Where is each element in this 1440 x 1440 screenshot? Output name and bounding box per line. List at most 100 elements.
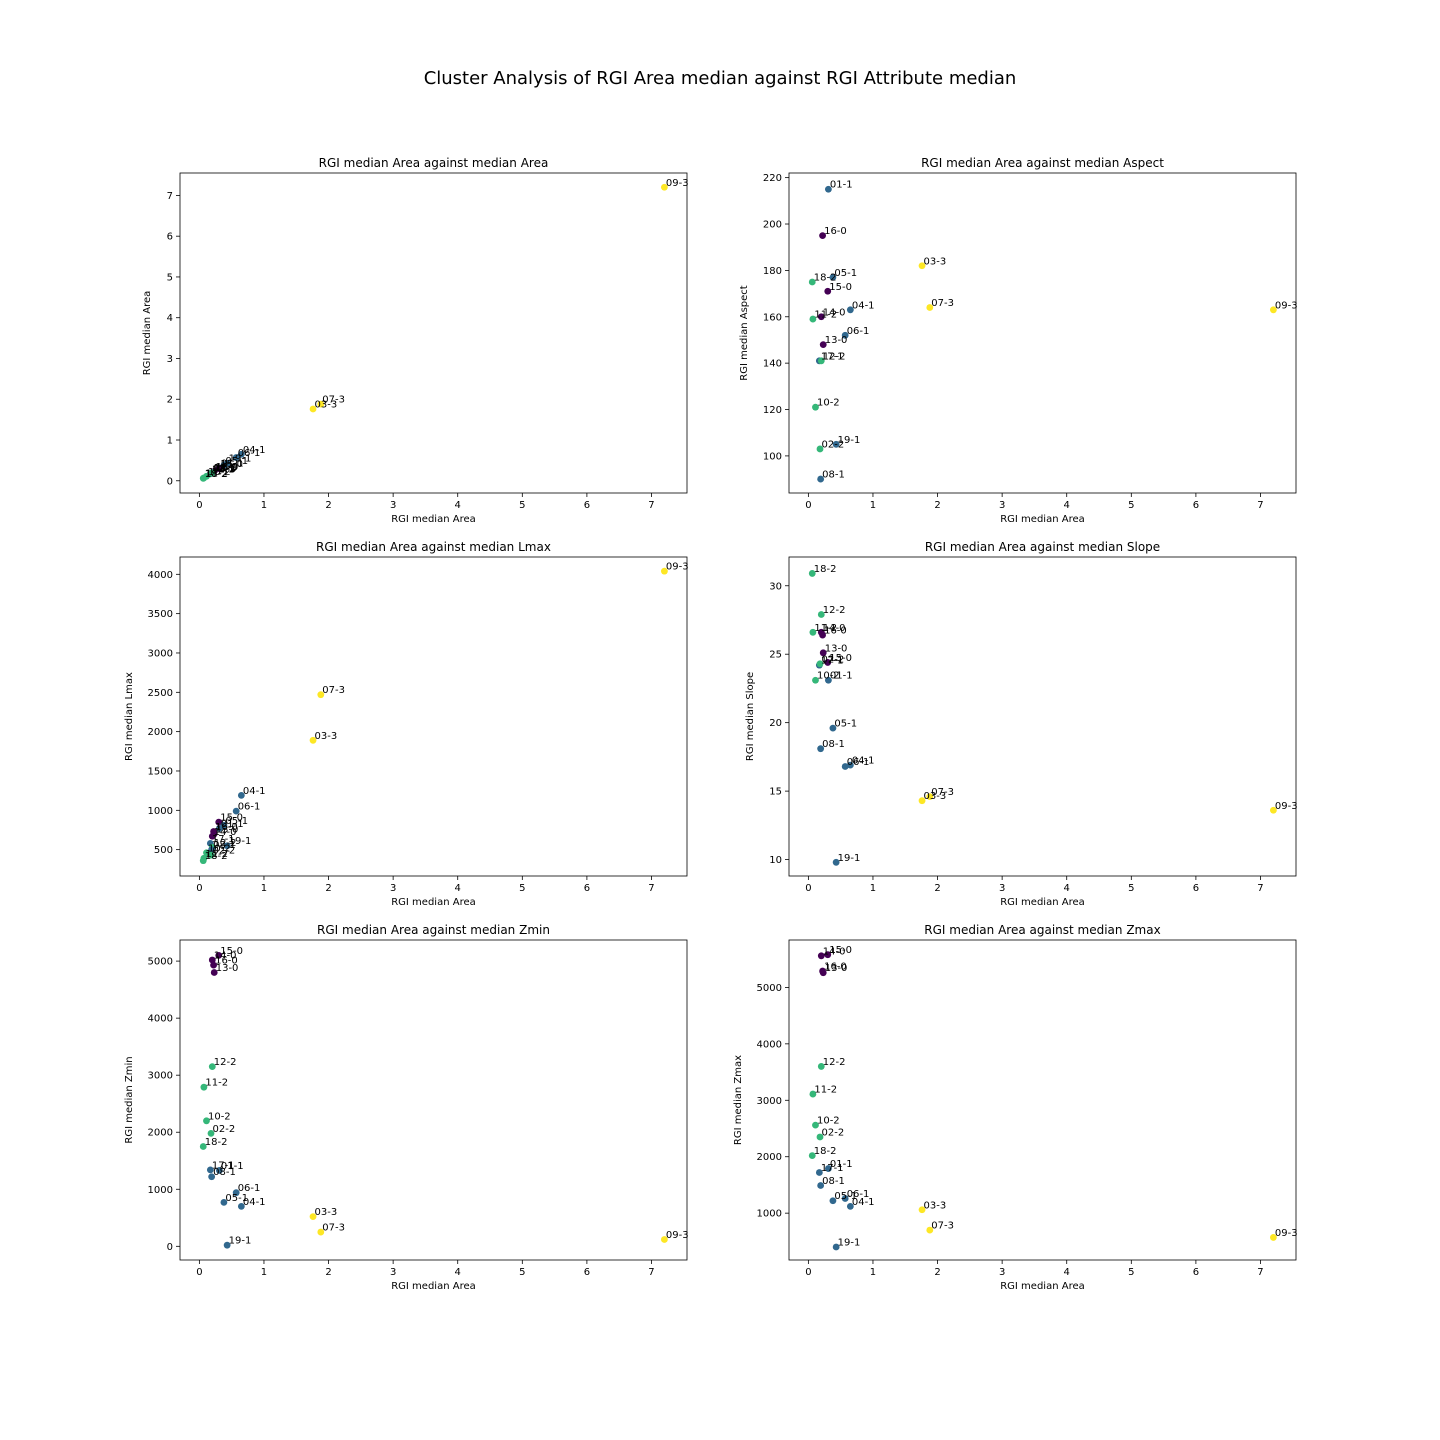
point-label: 10-2 xyxy=(208,1111,231,1122)
data-point xyxy=(926,304,934,311)
point-label: 05-1 xyxy=(225,1193,248,1204)
data-point xyxy=(817,1182,825,1189)
data-point xyxy=(237,1202,245,1210)
point-label: 05-1 xyxy=(834,719,857,730)
plot-frame xyxy=(788,556,1297,877)
data-point xyxy=(206,1166,214,1174)
data-point xyxy=(309,405,317,413)
data-point xyxy=(232,454,240,461)
y-tick-label: 1000 xyxy=(757,1209,782,1220)
point-label: 15-0 xyxy=(220,813,243,824)
x-tick-label: 2 xyxy=(325,1267,331,1278)
data-point xyxy=(824,185,832,193)
data-point xyxy=(817,611,825,618)
point-label: 16-0 xyxy=(215,956,238,967)
panel-title: RGI median Area against median Lmax xyxy=(316,540,551,554)
point-label: 08-1 xyxy=(213,1167,236,1178)
y-axis-label: RGI median Aspect xyxy=(739,285,750,381)
data-point xyxy=(215,818,223,826)
y-tick-label: 2000 xyxy=(148,727,173,738)
x-tick-label: 4 xyxy=(1064,1267,1070,1278)
point-label: 09-3 xyxy=(1275,1228,1298,1239)
point-label: 05-1 xyxy=(834,268,857,279)
point-label: 03-3 xyxy=(924,791,947,802)
point-label: 14-0 xyxy=(823,307,846,318)
data-point xyxy=(918,797,926,805)
data-point xyxy=(660,183,668,191)
x-tick-label: 3 xyxy=(390,500,396,511)
x-tick-label: 7 xyxy=(648,500,654,511)
y-tick-label: 2500 xyxy=(148,688,173,699)
plot-frame xyxy=(179,939,688,1261)
data-point xyxy=(1269,806,1277,814)
data-point xyxy=(819,232,826,240)
data-point xyxy=(817,357,825,365)
data-point xyxy=(812,676,819,684)
x-tick-label: 6 xyxy=(1193,1267,1199,1278)
y-tick-label: 3000 xyxy=(148,648,173,659)
point-label: 08-1 xyxy=(213,464,236,475)
data-point xyxy=(846,306,854,314)
y-tick-label: 15 xyxy=(769,787,782,798)
y-axis-label: RGI median Lmax xyxy=(124,672,135,761)
x-tick-label: 4 xyxy=(455,500,461,511)
point-label: 16-0 xyxy=(824,626,847,637)
x-tick-label: 4 xyxy=(455,883,461,894)
point-label: 09-3 xyxy=(1275,801,1298,812)
point-label: 06-1 xyxy=(238,448,261,459)
point-label: 11-2 xyxy=(205,849,228,860)
plot-frame xyxy=(788,939,1297,1261)
data-point xyxy=(926,1226,934,1234)
x-axis-label: RGI median Area xyxy=(391,514,476,525)
point-label: 03-3 xyxy=(924,256,947,267)
point-label: 03-3 xyxy=(315,400,338,411)
point-label: 14-0 xyxy=(823,946,846,957)
point-label: 19-1 xyxy=(229,454,252,465)
panel-title: RGI median Area against median Slope xyxy=(925,540,1160,554)
data-point xyxy=(817,745,825,753)
point-label: 01-1 xyxy=(830,671,853,682)
data-point xyxy=(199,857,207,865)
point-label: 02-2 xyxy=(213,464,236,475)
y-tick-label: 1 xyxy=(167,436,173,447)
data-point xyxy=(817,313,825,321)
data-point xyxy=(819,649,827,657)
x-tick-label: 2 xyxy=(934,500,940,511)
y-tick-label: 0 xyxy=(167,476,173,487)
point-label: 12-2 xyxy=(214,463,237,474)
data-point xyxy=(309,1213,317,1221)
x-tick-label: 0 xyxy=(805,1267,811,1278)
point-label: 04-1 xyxy=(852,1197,875,1208)
point-label: 09-3 xyxy=(666,562,689,573)
data-point xyxy=(808,1152,816,1159)
y-axis-label: RGI median Area xyxy=(142,291,153,376)
point-label: 03-3 xyxy=(315,731,338,742)
data-point xyxy=(918,262,926,270)
data-point xyxy=(846,761,854,769)
data-point xyxy=(816,1133,824,1141)
data-point xyxy=(199,1143,207,1150)
x-tick-label: 5 xyxy=(519,883,525,894)
point-label: 04-1 xyxy=(852,300,875,311)
x-tick-label: 1 xyxy=(870,883,876,894)
point-label: 04-1 xyxy=(852,756,875,767)
x-tick-label: 1 xyxy=(870,500,876,511)
point-label: 08-1 xyxy=(822,470,845,481)
data-point xyxy=(208,1173,216,1181)
data-point xyxy=(819,341,827,348)
data-point xyxy=(232,1189,240,1197)
data-point xyxy=(918,1206,926,1214)
point-label: 17-1 xyxy=(821,656,844,667)
point-label: 16-0 xyxy=(215,462,238,473)
x-tick-label: 1 xyxy=(870,1267,876,1278)
x-tick-label: 6 xyxy=(584,883,590,894)
data-point xyxy=(829,1197,837,1205)
data-point xyxy=(317,691,325,699)
data-point xyxy=(824,1165,832,1172)
x-tick-label: 7 xyxy=(1257,883,1263,894)
data-point xyxy=(208,956,216,964)
data-point xyxy=(824,287,832,295)
point-label: 05-1 xyxy=(225,816,248,827)
y-tick-label: 1000 xyxy=(148,806,173,817)
